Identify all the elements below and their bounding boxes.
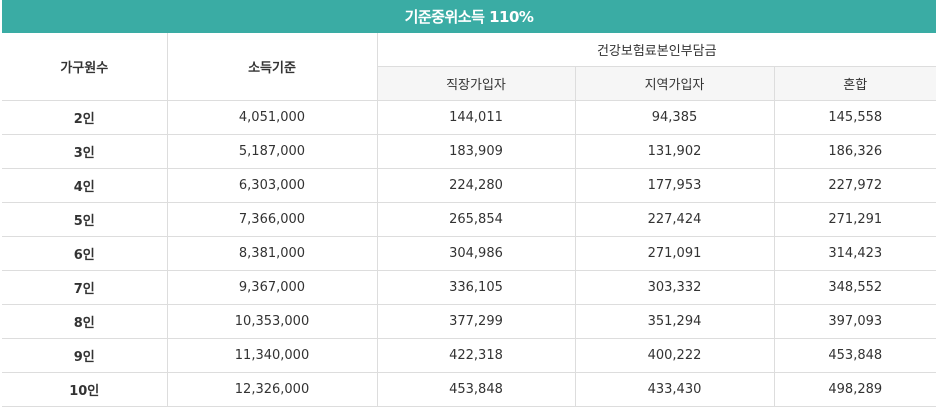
table-row: 3인 5,187,000 183,909 131,902 186,326 [2, 134, 937, 169]
income-premium-table: 가구원수 소득기준 건강보험료본인부담금 직장가입자 지역가입자 혼합 2인 4,… [2, 33, 937, 407]
cell-workplace: 183,909 [376, 134, 576, 169]
cell-regional: 400,222 [574, 338, 775, 373]
table-row: 6인 8,381,000 304,986 271,091 314,423 [2, 236, 937, 271]
cell-household: 3인 [2, 134, 168, 169]
cell-income: 6,303,000 [166, 168, 378, 203]
table-row: 7인 9,367,000 336,105 303,332 348,552 [2, 270, 937, 305]
cell-mixed: 348,552 [773, 270, 937, 305]
cell-household: 8인 [2, 304, 168, 339]
table-row: 4인 6,303,000 224,280 177,953 227,972 [2, 168, 937, 203]
header-regional: 지역가입자 [574, 66, 775, 101]
cell-regional: 303,332 [574, 270, 775, 305]
cell-mixed: 271,291 [773, 202, 937, 237]
cell-income: 11,340,000 [166, 338, 378, 373]
table-title: 기준중위소득 110% [2, 0, 936, 33]
cell-household: 10인 [2, 372, 168, 407]
cell-regional: 94,385 [574, 100, 775, 135]
header-workplace: 직장가입자 [377, 66, 576, 101]
cell-income: 7,366,000 [166, 202, 378, 237]
cell-workplace: 144,011 [376, 100, 576, 135]
cell-income: 5,187,000 [166, 134, 378, 169]
cell-mixed: 314,423 [773, 236, 937, 271]
cell-regional: 131,902 [574, 134, 775, 169]
cell-household: 9인 [2, 338, 168, 373]
cell-workplace: 422,318 [376, 338, 576, 373]
cell-mixed: 227,972 [773, 168, 937, 203]
table-row: 10인 12,326,000 453,848 433,430 498,289 [2, 372, 937, 407]
cell-income: 4,051,000 [166, 100, 378, 135]
cell-workplace: 453,848 [376, 372, 576, 407]
cell-income: 9,367,000 [166, 270, 378, 305]
cell-regional: 351,294 [574, 304, 775, 339]
table-row: 9인 11,340,000 422,318 400,222 453,848 [2, 338, 937, 373]
header-row-top: 가구원수 소득기준 건강보험료본인부담금 [2, 33, 937, 101]
cell-mixed: 145,558 [773, 100, 937, 135]
cell-household: 7인 [2, 270, 168, 305]
cell-regional: 433,430 [574, 372, 775, 407]
cell-household: 6인 [2, 236, 168, 271]
header-income: 소득기준 [166, 33, 378, 101]
cell-workplace: 377,299 [376, 304, 576, 339]
cell-household: 4인 [2, 168, 168, 203]
cell-regional: 227,424 [574, 202, 775, 237]
cell-regional: 271,091 [574, 236, 775, 271]
header-premium-group: 건강보험료본인부담금 [376, 33, 937, 67]
table-row: 8인 10,353,000 377,299 351,294 397,093 [2, 304, 937, 339]
cell-income: 10,353,000 [166, 304, 378, 339]
cell-income: 12,326,000 [166, 372, 378, 407]
cell-workplace: 265,854 [376, 202, 576, 237]
cell-mixed: 397,093 [773, 304, 937, 339]
header-household: 가구원수 [2, 33, 168, 101]
cell-household: 2인 [2, 100, 168, 135]
cell-mixed: 498,289 [773, 372, 937, 407]
cell-workplace: 304,986 [376, 236, 576, 271]
cell-regional: 177,953 [574, 168, 775, 203]
cell-mixed: 453,848 [773, 338, 937, 373]
table-row: 2인 4,051,000 144,011 94,385 145,558 [2, 100, 937, 135]
cell-workplace: 224,280 [376, 168, 576, 203]
cell-income: 8,381,000 [166, 236, 378, 271]
header-mixed: 혼합 [773, 66, 937, 101]
cell-household: 5인 [2, 202, 168, 237]
cell-workplace: 336,105 [376, 270, 576, 305]
table-row: 5인 7,366,000 265,854 227,424 271,291 [2, 202, 937, 237]
cell-mixed: 186,326 [773, 134, 937, 169]
